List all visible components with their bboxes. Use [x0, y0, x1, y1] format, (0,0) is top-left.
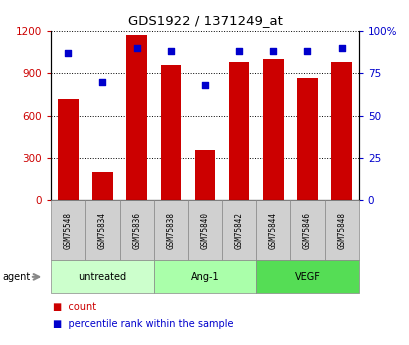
Text: GSM75844: GSM75844	[268, 212, 277, 249]
Text: ■  percentile rank within the sample: ■ percentile rank within the sample	[53, 319, 233, 329]
Point	[337, 45, 344, 51]
Text: agent: agent	[2, 272, 30, 282]
Text: GSM75840: GSM75840	[200, 212, 209, 249]
Text: GSM75846: GSM75846	[302, 212, 311, 249]
Bar	[228, 62, 249, 200]
Text: untreated: untreated	[78, 272, 126, 282]
Text: GSM75842: GSM75842	[234, 212, 243, 249]
Text: Ang-1: Ang-1	[190, 272, 219, 282]
Point	[167, 49, 174, 54]
Point	[133, 45, 139, 51]
Point	[270, 49, 276, 54]
Point	[303, 49, 310, 54]
Text: ■  count: ■ count	[53, 302, 96, 312]
Text: GSM75838: GSM75838	[166, 212, 175, 249]
Text: GSM75834: GSM75834	[98, 212, 107, 249]
Bar	[92, 172, 112, 200]
Bar	[297, 78, 317, 200]
Point	[235, 49, 242, 54]
Bar	[194, 150, 215, 200]
Point	[65, 50, 72, 56]
Bar	[160, 65, 181, 200]
Text: GSM75836: GSM75836	[132, 212, 141, 249]
Bar	[58, 99, 79, 200]
Point	[201, 82, 208, 88]
Bar	[263, 59, 283, 200]
Text: GDS1922 / 1371249_at: GDS1922 / 1371249_at	[127, 14, 282, 27]
Bar	[126, 34, 146, 200]
Text: GSM75848: GSM75848	[336, 212, 345, 249]
Point	[99, 79, 106, 85]
Text: VEGF: VEGF	[294, 272, 320, 282]
Text: GSM75548: GSM75548	[64, 212, 73, 249]
Bar	[330, 62, 351, 200]
